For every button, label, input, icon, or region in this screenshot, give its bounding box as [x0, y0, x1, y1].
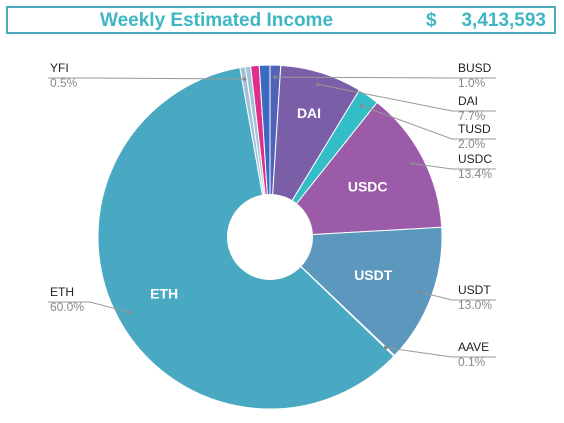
- slice-label-dai: DAI: [297, 105, 321, 121]
- slice-name-label-yfi: YFI: [50, 61, 69, 75]
- leader-line-usdt: [420, 291, 496, 301]
- leader-line-tusd: [361, 105, 496, 140]
- slice-name-label-busd: BUSD: [458, 61, 492, 75]
- slice-label-usdc: USDC: [348, 178, 388, 194]
- pie-slice-unlabeled-10: [258, 64, 271, 238]
- leader-dot-busd: [273, 75, 277, 79]
- slice-pct-label-aave: 0.1%: [458, 355, 486, 369]
- leader-line-usdc: [412, 162, 496, 170]
- slice-label-usdt: USDT: [354, 267, 393, 283]
- header-income-value: 3,413,593: [461, 10, 546, 31]
- slice-pct-label-dai: 7.7%: [458, 109, 486, 123]
- slice-name-label-eth: ETH: [50, 285, 74, 299]
- leader-line-yfi: [48, 77, 245, 80]
- slice-label-eth: ETH: [150, 285, 178, 301]
- slice-name-label-usdc: USDC: [458, 152, 492, 166]
- leader-dot-tusd: [359, 104, 364, 108]
- leader-dot-eth: [127, 310, 131, 315]
- pie-slice-usdt: [268, 226, 443, 357]
- pie-slice-usdc: [268, 101, 443, 238]
- slice-pct-label-usdt: 13.0%: [458, 298, 492, 312]
- leader-dot-yfi: [242, 77, 247, 81]
- leader-line-busd: [275, 76, 496, 79]
- income-header: Weekly Estimated Income $ 3,413,593: [6, 6, 556, 34]
- leader-dot-usdc: [410, 161, 414, 166]
- leader-dot-aave: [383, 345, 388, 350]
- header-title: Weekly Estimated Income: [100, 10, 334, 31]
- slice-pct-label-busd: 1.0%: [458, 76, 486, 90]
- leader-line-dai: [317, 83, 496, 112]
- slice-name-label-dai: DAI: [458, 94, 478, 108]
- header-currency-symbol: $: [426, 10, 437, 31]
- slice-name-label-tusd: TUSD: [458, 122, 491, 136]
- donut-hole: [227, 194, 313, 280]
- leader-line-aave: [385, 347, 496, 358]
- slice-name-label-aave: AAVE: [458, 340, 489, 354]
- leader-dot-dai: [316, 82, 320, 87]
- slice-pct-label-eth: 60.0%: [50, 300, 84, 314]
- leader-dot-usdt: [418, 290, 422, 294]
- leader-line-eth: [48, 301, 129, 313]
- slice-pct-label-tusd: 2.0%: [458, 137, 486, 151]
- slice-pct-label-yfi: 0.5%: [50, 76, 78, 90]
- slice-name-label-usdt: USDT: [458, 283, 491, 297]
- slice-pct-label-usdc: 13.4%: [458, 167, 492, 181]
